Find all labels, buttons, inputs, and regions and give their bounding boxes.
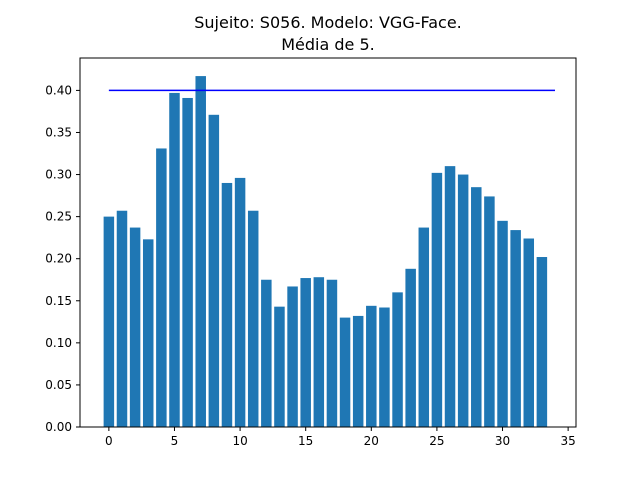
bar-23	[405, 268, 416, 427]
y-tick-label: 0.05	[45, 378, 72, 392]
bar-31	[510, 230, 521, 427]
bar-30	[497, 220, 508, 427]
bar-29	[484, 196, 495, 427]
x-tick-label: 25	[429, 434, 444, 448]
bar-22	[392, 292, 403, 427]
bar-3	[142, 239, 154, 427]
bar-1	[116, 210, 128, 427]
bar-17	[326, 279, 338, 427]
bar-24	[418, 227, 430, 427]
y-tick-label: 0.25	[45, 210, 72, 224]
bar-7	[195, 76, 206, 427]
bar-9	[221, 182, 233, 427]
bar-4	[156, 148, 167, 427]
bar-27	[457, 174, 469, 427]
bar-10	[234, 177, 246, 427]
y-tick-label: 0.35	[45, 125, 72, 139]
bar-11	[247, 210, 259, 427]
x-tick-label: 5	[171, 434, 179, 448]
bars-layer	[103, 76, 548, 428]
x-tick-label: 35	[560, 434, 575, 448]
plot-frame	[79, 57, 577, 428]
bar-18	[339, 317, 351, 427]
bar-33	[536, 257, 548, 427]
bar-19	[352, 315, 364, 427]
bar-20	[366, 305, 377, 427]
x-tick-label: 20	[364, 434, 379, 448]
bar-15	[300, 278, 311, 427]
bar-12	[261, 279, 272, 427]
bar-13	[274, 306, 285, 427]
y-tick-label: 0.20	[45, 252, 72, 266]
y-tick-label: 0.40	[45, 83, 72, 97]
bar-32	[523, 238, 535, 427]
bar-21	[379, 307, 390, 427]
axes-layer: 0 5 10 15 20 25 30 35 0.00 0.05 0.10 0.15 0.20 0.25 0.…	[45, 57, 577, 448]
bar-16	[313, 277, 325, 427]
bar-6	[182, 97, 193, 427]
chart-title: Sujeito: S056. Modelo: VGG-Face.	[194, 13, 462, 32]
y-tick-label: 0.15	[45, 294, 72, 308]
x-tick-label: 15	[298, 434, 313, 448]
bar-0	[103, 216, 115, 427]
chart-subtitle: Média de 5.	[281, 35, 375, 54]
bar-2	[129, 227, 141, 427]
y-tick-label: 0.10	[45, 336, 72, 350]
y-tick-label: 0.00	[45, 420, 72, 434]
bar-28	[471, 187, 482, 427]
x-tick-label: 30	[495, 434, 510, 448]
bar-5	[169, 92, 180, 428]
bar-26	[444, 166, 456, 427]
x-tick-label: 10	[232, 434, 247, 448]
bar-14	[287, 286, 298, 427]
bar-8	[208, 114, 220, 428]
x-tick-label: 0	[105, 434, 113, 448]
y-tick-label: 0.30	[45, 168, 72, 182]
bar-25	[431, 172, 443, 427]
